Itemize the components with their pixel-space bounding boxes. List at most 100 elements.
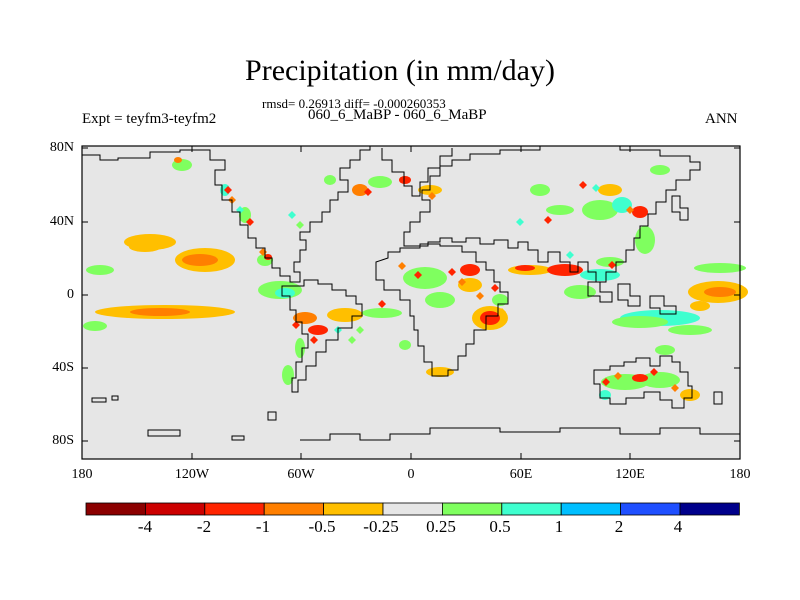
coastline <box>671 195 689 221</box>
colorbar-label: -0.5 <box>308 517 336 536</box>
colorbar-box <box>85 502 146 516</box>
anomaly-patch <box>174 157 182 163</box>
anomaly-cell <box>458 278 466 286</box>
coastline <box>713 391 723 405</box>
anomaly-patch <box>425 292 455 308</box>
anomaly-patch <box>460 264 480 276</box>
anomaly-cell <box>378 300 386 308</box>
anomaly-patch <box>480 311 500 325</box>
anomaly-patch <box>582 200 618 220</box>
anomaly-patch <box>403 267 447 289</box>
anomaly-cell <box>428 192 436 200</box>
colorbar-label: -0.25 <box>363 517 399 536</box>
anomaly-cell <box>491 284 499 292</box>
map-background <box>82 146 740 459</box>
anomaly-cell <box>292 321 300 329</box>
anomaly-patch <box>668 325 712 335</box>
anomaly-patch <box>632 206 648 218</box>
anomaly-patch <box>596 257 624 267</box>
anomaly-patch <box>650 165 670 175</box>
anomaly-cell <box>398 262 406 270</box>
anomaly-patch <box>129 242 161 252</box>
anomaly-patch <box>399 340 411 350</box>
anomaly-patch <box>640 372 680 388</box>
anomaly-patch <box>86 265 114 275</box>
anomaly-patch <box>399 176 411 184</box>
anomaly-patch <box>352 184 368 196</box>
anomaly-patch <box>293 312 317 324</box>
anomaly-cell <box>516 218 524 226</box>
coastline-layer <box>81 145 740 441</box>
colorbar-label: 2 <box>614 517 624 536</box>
plot-title: Precipitation (in mm/day) <box>245 54 555 87</box>
anomaly-patch <box>635 226 655 254</box>
coastline <box>147 429 181 437</box>
coastline <box>91 397 107 403</box>
colorbar-box <box>323 502 384 516</box>
coastline <box>649 295 677 315</box>
anomaly-patch <box>655 345 675 355</box>
coastline <box>593 355 693 409</box>
coastline <box>81 146 371 283</box>
anomaly-cell <box>224 186 232 194</box>
map-panel <box>81 145 748 460</box>
anomaly-patch <box>182 254 218 266</box>
anomaly-cell <box>448 268 456 276</box>
anomaly-cell <box>602 378 610 386</box>
colorbar-box <box>441 502 503 516</box>
anomaly-patch <box>308 325 328 335</box>
coastline <box>403 145 701 283</box>
anomaly-cell <box>626 206 634 214</box>
anomaly-cell <box>246 218 254 226</box>
anomaly-patch <box>694 263 746 273</box>
lon-label-120w: 120W <box>174 467 210 482</box>
anomaly-patch <box>690 301 710 311</box>
anomaly-cell <box>650 368 658 376</box>
axis-ticks <box>81 146 741 459</box>
anomaly-cell <box>356 326 364 334</box>
colorbar-label: -4 <box>137 517 153 536</box>
anomaly-patch <box>564 285 596 299</box>
colorbar-box <box>501 502 562 516</box>
anomaly-cell <box>296 221 304 229</box>
anomaly-cell <box>348 336 356 344</box>
case-names: 060_6_MaBP - 060_6_MaBP <box>308 107 487 123</box>
lat-label-40s: 40S <box>52 360 74 375</box>
coastline <box>267 411 277 421</box>
anomaly-patch <box>547 264 583 276</box>
colorbar-box <box>382 502 443 516</box>
coastline <box>587 281 613 303</box>
anomaly-patch <box>515 265 535 271</box>
anomaly-cell <box>288 211 296 219</box>
colorbar-box <box>204 502 265 516</box>
coastline <box>281 279 363 393</box>
anomaly-cell <box>498 308 506 316</box>
lat-label-eq: 0 <box>67 287 74 302</box>
lon-label-180e: 180 <box>729 467 751 482</box>
coastline <box>231 435 245 441</box>
coastline <box>617 283 641 307</box>
anomaly-patch <box>83 321 107 331</box>
anomaly-cell <box>614 372 622 380</box>
anomaly-patch <box>426 367 454 377</box>
colorbar-box <box>144 502 206 516</box>
coastline <box>381 148 453 197</box>
precip-anomaly-layer <box>83 157 748 401</box>
anomaly-cell <box>566 251 574 259</box>
anomaly-patch <box>324 175 336 185</box>
anomaly-patch <box>580 269 620 281</box>
colorbar <box>85 502 740 516</box>
anomaly-patch <box>130 308 190 316</box>
anomaly-patch <box>282 365 294 385</box>
colorbar-box <box>679 502 740 516</box>
colorbar-box <box>560 502 622 516</box>
colorbar-label: 0.5 <box>489 517 511 536</box>
lon-label-120e: 120E <box>615 467 645 482</box>
lat-label-40n: 40N <box>49 214 74 229</box>
anomaly-patch <box>632 374 648 382</box>
anomaly-patch <box>704 287 736 297</box>
lon-label-60e: 60E <box>509 467 533 482</box>
season-label: ANN <box>705 111 738 127</box>
anomaly-cell <box>592 184 600 192</box>
